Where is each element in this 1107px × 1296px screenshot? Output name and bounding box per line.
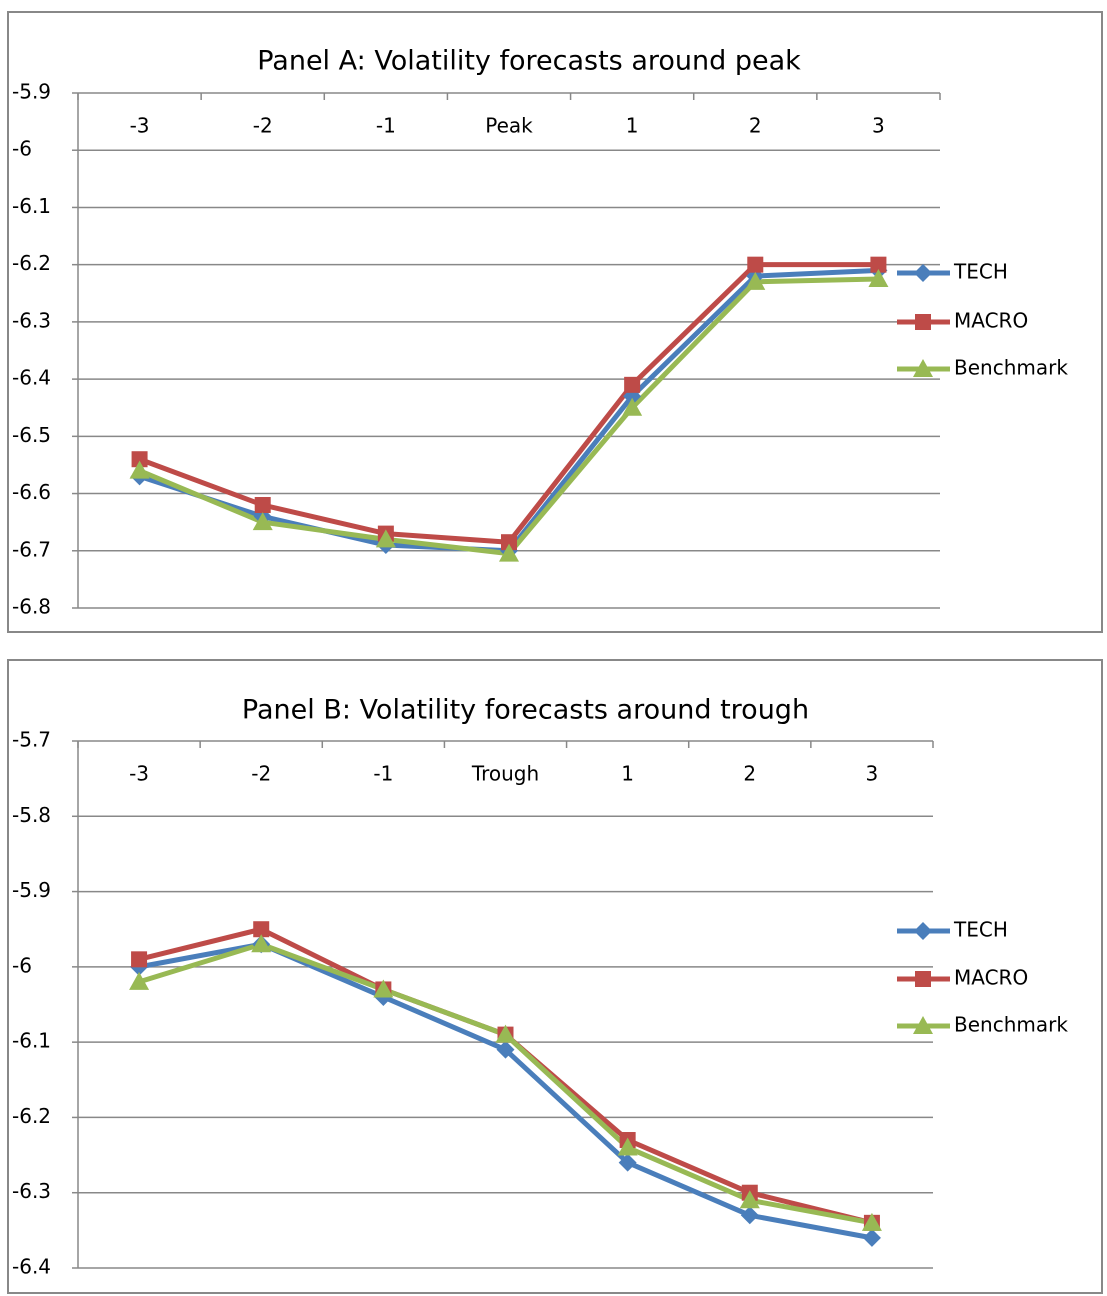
data-point bbox=[739, 1190, 760, 1209]
y-tick-label: -6.6 bbox=[12, 480, 51, 504]
data-point bbox=[862, 1228, 881, 1247]
x-tick-label: -2 bbox=[253, 114, 273, 138]
y-tick-label: -6.4 bbox=[12, 366, 51, 390]
y-tick-label: -6.4 bbox=[12, 1255, 51, 1279]
chart-title: Panel A: Volatility forecasts around pea… bbox=[257, 46, 801, 77]
data-point bbox=[501, 534, 517, 551]
data-point bbox=[747, 256, 764, 273]
x-tick-label: Peak bbox=[485, 114, 533, 138]
data-point bbox=[617, 1137, 638, 1156]
x-tick-label: 2 bbox=[749, 114, 762, 138]
data-point bbox=[251, 934, 272, 953]
data-point bbox=[499, 543, 519, 562]
legend-label: MACRO bbox=[954, 309, 1028, 333]
data-point bbox=[131, 951, 148, 968]
y-tick-label: -6.2 bbox=[12, 251, 51, 275]
legend-label: Benchmark bbox=[954, 1013, 1068, 1037]
data-point bbox=[252, 512, 273, 531]
legend-marker bbox=[914, 264, 932, 282]
legend-marker bbox=[915, 314, 931, 330]
y-tick-label: -6.8 bbox=[12, 595, 51, 619]
legend-marker bbox=[915, 971, 931, 987]
x-tick-label: 2 bbox=[743, 762, 756, 786]
data-point bbox=[373, 979, 394, 998]
y-tick-label: -6.1 bbox=[12, 194, 51, 218]
x-tick-label: -2 bbox=[251, 762, 271, 786]
legend-label: TECH bbox=[953, 918, 1008, 942]
data-point bbox=[129, 460, 150, 479]
legend-marker bbox=[913, 1016, 933, 1034]
data-point bbox=[253, 921, 270, 938]
y-tick-label: -5.9 bbox=[12, 80, 51, 104]
y-tick-label: -5.7 bbox=[12, 728, 51, 752]
y-tick-label: -6.7 bbox=[12, 537, 51, 561]
legend-label: Benchmark bbox=[954, 356, 1068, 380]
x-tick-label: -3 bbox=[129, 762, 149, 786]
x-tick-label: -1 bbox=[373, 762, 393, 786]
data-point bbox=[495, 1024, 516, 1043]
data-point bbox=[618, 1153, 637, 1172]
data-point bbox=[131, 451, 148, 468]
y-tick-label: -6.5 bbox=[12, 423, 51, 447]
data-point bbox=[624, 376, 641, 393]
y-tick-label: -5.8 bbox=[12, 803, 51, 827]
data-point bbox=[496, 1040, 515, 1059]
legend-marker bbox=[914, 922, 932, 940]
legend-marker bbox=[913, 359, 933, 377]
data-point bbox=[129, 971, 150, 990]
y-tick-label: -6.3 bbox=[12, 308, 51, 332]
data-point bbox=[861, 1212, 882, 1231]
y-tick-label: -6 bbox=[12, 137, 32, 161]
data-point bbox=[868, 268, 889, 287]
x-tick-label: -1 bbox=[376, 114, 396, 138]
data-point bbox=[745, 271, 766, 290]
chart-title: Panel B: Volatility forecasts around tro… bbox=[242, 695, 809, 726]
y-tick-label: -5.9 bbox=[12, 878, 51, 902]
data-point bbox=[375, 529, 396, 548]
data-point bbox=[622, 397, 643, 416]
legend-label: MACRO bbox=[954, 966, 1028, 990]
x-tick-label: 1 bbox=[621, 762, 634, 786]
data-point bbox=[740, 1206, 759, 1225]
x-tick-label: 1 bbox=[626, 114, 639, 138]
y-tick-label: -6.2 bbox=[12, 1104, 51, 1128]
y-tick-label: -6.1 bbox=[12, 1029, 51, 1053]
y-tick-label: -6.3 bbox=[12, 1179, 51, 1203]
legend-label: TECH bbox=[953, 260, 1008, 284]
data-point bbox=[870, 256, 887, 273]
data-point bbox=[254, 497, 271, 513]
y-tick-label: -6 bbox=[12, 953, 32, 977]
x-tick-label: 3 bbox=[872, 114, 885, 138]
x-tick-label: 3 bbox=[866, 762, 879, 786]
x-tick-label: -3 bbox=[130, 114, 150, 138]
x-tick-label: Trough bbox=[471, 762, 539, 786]
